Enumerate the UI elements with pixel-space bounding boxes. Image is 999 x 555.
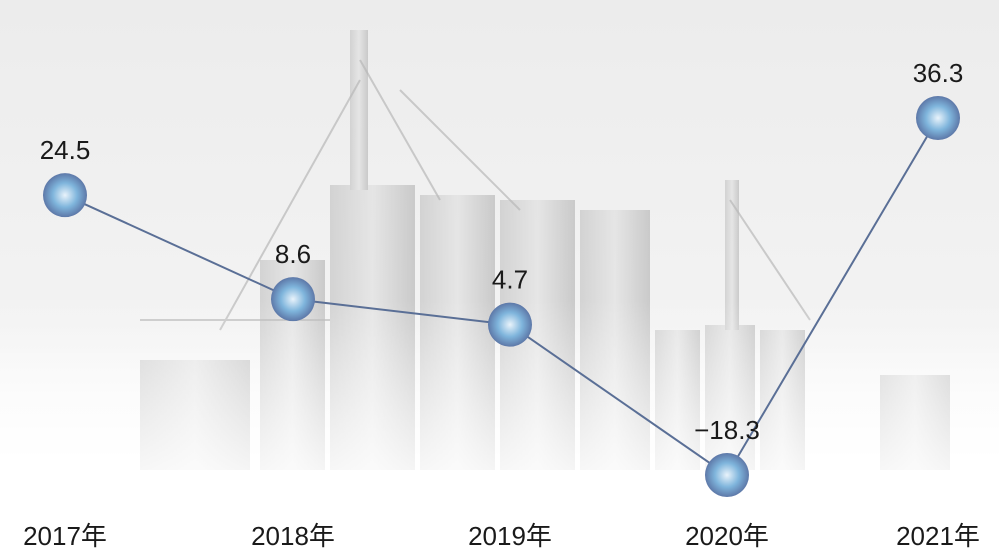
point [43, 173, 87, 218]
point [916, 96, 960, 140]
value-label: 4.7 [492, 265, 528, 295]
point [488, 302, 532, 347]
x-tick-label: 2020年 [685, 521, 769, 551]
value-label: 36.3 [913, 58, 964, 88]
background-image [0, 0, 999, 480]
point [271, 277, 315, 322]
x-tick-label: 2019年 [468, 521, 552, 551]
value-label: 24.5 [40, 135, 91, 165]
value-label: 8.6 [275, 239, 311, 269]
x-tick-label: 2021年 [896, 521, 980, 551]
value-label: −18.3 [694, 415, 760, 445]
point [705, 453, 749, 497]
x-tick-label: 2017年 [23, 521, 107, 551]
x-tick-label: 2018年 [251, 521, 335, 551]
